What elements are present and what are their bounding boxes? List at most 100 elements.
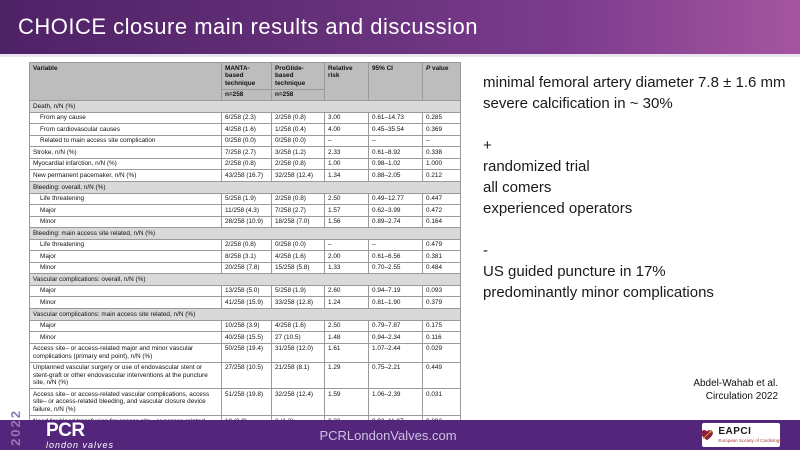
table-row: Access site– or access-related vascular … (29, 388, 461, 417)
p-value: 0.381 (422, 250, 461, 263)
manta-value: 7/258 (2.7) (221, 146, 272, 159)
note-line: minimal femoral artery diameter 7.8 ± 1.… (483, 74, 786, 91)
relative-risk-value: 4.00 (324, 123, 369, 136)
table-row: Unplanned vascular surgery or use of end… (29, 361, 461, 390)
ci-value: 0.61–14.73 (368, 111, 423, 125)
table-row: Life threatening 2/258 (0.8) 0/258 (0.0) – –… (29, 238, 461, 252)
relative-risk-value: 1.29 (324, 361, 369, 390)
col-header-proglide-n: n=258 (271, 88, 325, 102)
relative-risk-value: 2.50 (324, 192, 369, 206)
proglide-value: 7/258 (2.7) (271, 204, 325, 217)
table-row: Minor 28/258 (10.9) 18/258 (7.0) 1.56 0.89–2… (29, 215, 461, 229)
manta-value: 2/258 (0.8) (221, 238, 272, 252)
relative-risk-value: 1.56 (324, 215, 369, 229)
table-row: Life threatening 5/258 (1.9) 2/258 (0.8) 2.… (29, 192, 461, 206)
website-text: PCRLondonValves.com (319, 427, 457, 443)
manta-value: 40/258 (15.5) (221, 331, 272, 344)
manta-value: 0/258 (0.0) (221, 134, 272, 148)
p-value: 0.029 (422, 342, 461, 363)
proglide-value: 32/258 (12.4) (271, 169, 325, 182)
citation: Abdel-Wahab et al. Circulation 2022 (693, 377, 778, 403)
table-header: Variable MANTA-based technique ProGlide-… (29, 61, 461, 102)
col-header-p-value: P value (422, 61, 461, 102)
discussion-notes: minimal femoral artery diameter 7.8 ± 1.… (483, 72, 793, 303)
section-label: Death, n/N (%) (29, 100, 461, 113)
citation-journal: Circulation 2022 (705, 391, 778, 402)
ci-value: 0.49–12.77 (368, 192, 423, 206)
results-table-body: Death, n/N (%) From any cause 6/258 (2.3) 2… (29, 100, 461, 450)
table-row: Major 13/258 (5.0) 5/258 (1.9) 2.60 0.94–7.1… (29, 284, 461, 298)
ci-value: – (368, 134, 423, 148)
variable-label: Access site– or access-related major and… (29, 342, 222, 363)
results-table: Variable MANTA-based technique ProGlide-… (29, 61, 461, 450)
table-row: Minor 41/258 (15.9) 33/258 (12.8) 1.24 0.81–… (29, 296, 461, 310)
p-value: – (422, 134, 461, 148)
variable-label: Unplanned vascular surgery or use of end… (29, 361, 222, 390)
note-line: all comers (483, 179, 552, 196)
table-row: Access site– or access-related major and… (29, 342, 461, 363)
ci-value: 0.45–35.54 (368, 123, 423, 136)
footer-bar: PCR london valves PCRLondonValves.com EA… (0, 420, 800, 450)
p-value: 0.116 (422, 331, 461, 344)
ci-value: – (368, 238, 423, 252)
table-row: Myocardial infarction, n/N (%) 2/258 (0.8… (29, 157, 461, 171)
table-section-row: Death, n/N (%) (29, 100, 461, 113)
p-value: 0.479 (422, 238, 461, 252)
manta-value: 10/258 (3.9) (221, 319, 272, 333)
variable-label: Minor (29, 331, 222, 344)
table-row: From cardiovascular causes 4/258 (1.6) 1/2… (29, 123, 461, 136)
p-value: 0.338 (422, 146, 461, 159)
p-value: 0.472 (422, 204, 461, 217)
relative-risk-value: 1.61 (324, 342, 369, 363)
variable-label: From cardiovascular causes (29, 123, 222, 136)
ci-value: 0.75–2.21 (368, 361, 423, 390)
p-value: 0.031 (422, 388, 461, 417)
ci-value: 0.88–2.05 (368, 169, 423, 182)
eapci-text: EAPCI European Society of Cardiology (718, 427, 781, 443)
year-sideways-text: 2022 (8, 409, 23, 446)
heart-icon (701, 430, 714, 441)
variable-label: Myocardial infarction, n/N (%) (29, 157, 222, 171)
section-label: Bleeding: main access site related, n/N … (29, 227, 461, 240)
proglide-value: 4/258 (1.6) (271, 250, 325, 263)
pcr-brand-text: PCR (46, 419, 85, 441)
table-row: From any cause 6/258 (2.3) 2/258 (0.8) 3.00… (29, 111, 461, 125)
variable-label: Access site– or access-related vascular … (29, 388, 222, 417)
proglide-value: 2/258 (0.8) (271, 157, 325, 171)
p-value: 0.484 (422, 261, 461, 275)
variable-label: Minor (29, 215, 222, 229)
slide-header: CHOICE closure main results and discussi… (0, 0, 800, 57)
table-row: New permanent pacemaker, n/N (%) 43/258 (… (29, 169, 461, 182)
proglide-value: 0/258 (0.0) (271, 134, 325, 148)
relative-risk-value: 2.50 (324, 319, 369, 333)
table-row: Related to main access site complication… (29, 134, 461, 148)
relative-risk-value: 1.24 (324, 296, 369, 310)
proglide-value: 4/258 (1.6) (271, 319, 325, 333)
table-row: Minor 40/258 (15.5) 27 (10.5) 1.48 0.94–2.34… (29, 331, 461, 344)
variable-label: Life threatening (29, 192, 222, 206)
table-section-row: Vascular complications: main access site… (29, 308, 461, 321)
eapci-name: EAPCI (718, 426, 752, 437)
proglide-value: 27 (10.5) (271, 331, 325, 344)
note-line: experienced operators (483, 200, 633, 217)
relative-risk-value: – (324, 134, 369, 148)
relative-risk-value: – (324, 238, 369, 252)
manta-value: 5/258 (1.9) (221, 192, 272, 206)
p-value: 0.449 (422, 361, 461, 390)
relative-risk-value: 1.59 (324, 388, 369, 417)
note-line (483, 219, 793, 240)
table-row: Major 8/258 (3.1) 4/258 (1.6) 2.00 0.61–6.56… (29, 250, 461, 263)
variable-label: Major (29, 319, 222, 333)
proglide-value: 15/258 (5.8) (271, 261, 325, 275)
p-value: 0.212 (422, 169, 461, 182)
manta-value: 43/258 (16.7) (221, 169, 272, 182)
note-line: + (483, 137, 492, 154)
note-line (483, 114, 793, 135)
p-value-rest: value (430, 64, 449, 72)
manta-value: 4/258 (1.6) (221, 123, 272, 136)
manta-value: 6/258 (2.3) (221, 111, 272, 125)
col-header-relative-risk: Relative risk (324, 61, 369, 102)
proglide-value: 32/258 (12.4) (271, 388, 325, 417)
proglide-value: 18/258 (7.0) (271, 215, 325, 229)
manta-value: 50/258 (19.4) (221, 342, 272, 363)
